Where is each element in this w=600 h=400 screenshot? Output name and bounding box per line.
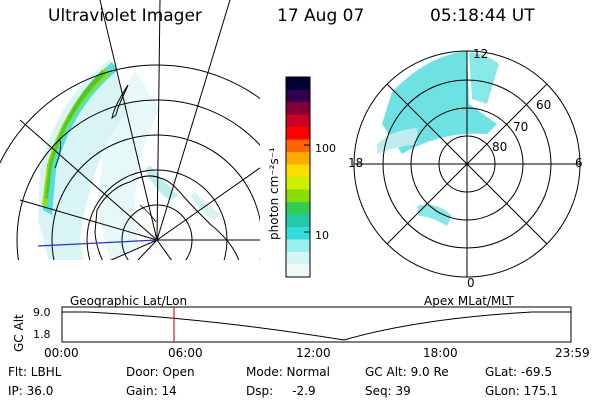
color-bar (285, 76, 311, 278)
auroral-emission (417, 204, 452, 226)
glat-value: GLat: -69.5 (485, 365, 552, 379)
mlat-label-70: 70 (513, 120, 529, 134)
dsp-value: Dsp: -2.9 (246, 384, 316, 398)
glon-value: GLon: 175.1 (485, 384, 558, 398)
altitude-curve (62, 311, 571, 341)
colorbar-segment (286, 152, 310, 165)
mlt-label-0: 0 (467, 276, 475, 290)
auroral-emission (469, 52, 499, 104)
colorbar-segment (286, 127, 310, 140)
gc-alt-value: GC Alt: 9.0 Re (365, 365, 449, 379)
timeline-ytick-high: 9.0 (33, 306, 51, 319)
filter-value: Flt: LBHL (8, 365, 62, 379)
sequence-value: Seq: 39 (365, 384, 411, 398)
timeline-ytick-low: 1.8 (33, 328, 51, 341)
colorbar-segment (286, 264, 310, 278)
ip-value: IP: 36.0 (8, 384, 54, 398)
colorbar-tick-10: 10 (315, 229, 329, 242)
timeline-xtick-4: 23:59 (555, 346, 590, 360)
colorbar-segment (286, 214, 310, 228)
timeline-xtick-0: 00:00 (44, 346, 79, 360)
instrument-title: Ultraviolet Imager (48, 6, 202, 26)
auroral-oval-glow (38, 60, 130, 260)
colorbar-segment (286, 177, 310, 190)
colorbar-segment (286, 202, 310, 215)
reference-line (37, 239, 158, 247)
timeline-xtick-2: 12:00 (296, 346, 331, 360)
colorbar-segment (286, 89, 310, 103)
image-time: 05:18:44 UT (430, 6, 535, 26)
auroral-patch (145, 165, 178, 200)
colorbar-tick-100: 100 (315, 142, 336, 155)
mlat-label-80: 80 (492, 140, 508, 154)
timeline-ylabel: GC Alt (12, 314, 26, 352)
mlat-label-60: 60 (536, 98, 552, 112)
timeline-xtick-1: 06:00 (168, 346, 203, 360)
colorbar-label: photon cm⁻²s⁻¹ (267, 147, 281, 240)
image-date: 17 Aug 07 (277, 6, 365, 26)
mode-value: Mode: Normal (246, 365, 330, 379)
mlt-label-6: 6 (575, 156, 583, 170)
coastline-detail (54, 139, 61, 169)
geographic-caption: Geographic Lat/Lon (70, 294, 188, 308)
antarctica-coastline (94, 175, 239, 260)
colorbar-segment (286, 102, 310, 115)
colorbar-segment (286, 114, 310, 128)
colorbar-segment (286, 164, 310, 178)
auroral-emission (377, 128, 417, 154)
altitude-timeline (61, 306, 572, 343)
magnetic-polar-plot (353, 50, 581, 278)
door-status: Door: Open (126, 365, 195, 379)
new-zealand-coastline (111, 84, 129, 120)
mlt-label-18: 18 (348, 156, 364, 170)
colorbar-segment (286, 139, 310, 153)
coastline-detail (139, 204, 157, 223)
timeline-xtick-3: 18:00 (423, 346, 458, 360)
colorbar-segment (286, 227, 310, 240)
geographic-map (0, 0, 260, 260)
colorbar-border (285, 76, 311, 278)
gain-value: Gain: 14 (126, 384, 177, 398)
magnetic-caption: Apex MLat/MLT (424, 294, 514, 308)
colorbar-segment (286, 239, 310, 253)
colorbar-segment (286, 77, 310, 90)
mlt-label-12: 12 (473, 47, 489, 61)
auroral-emission (382, 51, 497, 154)
colorbar-segment (286, 189, 310, 203)
colorbar-segment (286, 252, 310, 265)
